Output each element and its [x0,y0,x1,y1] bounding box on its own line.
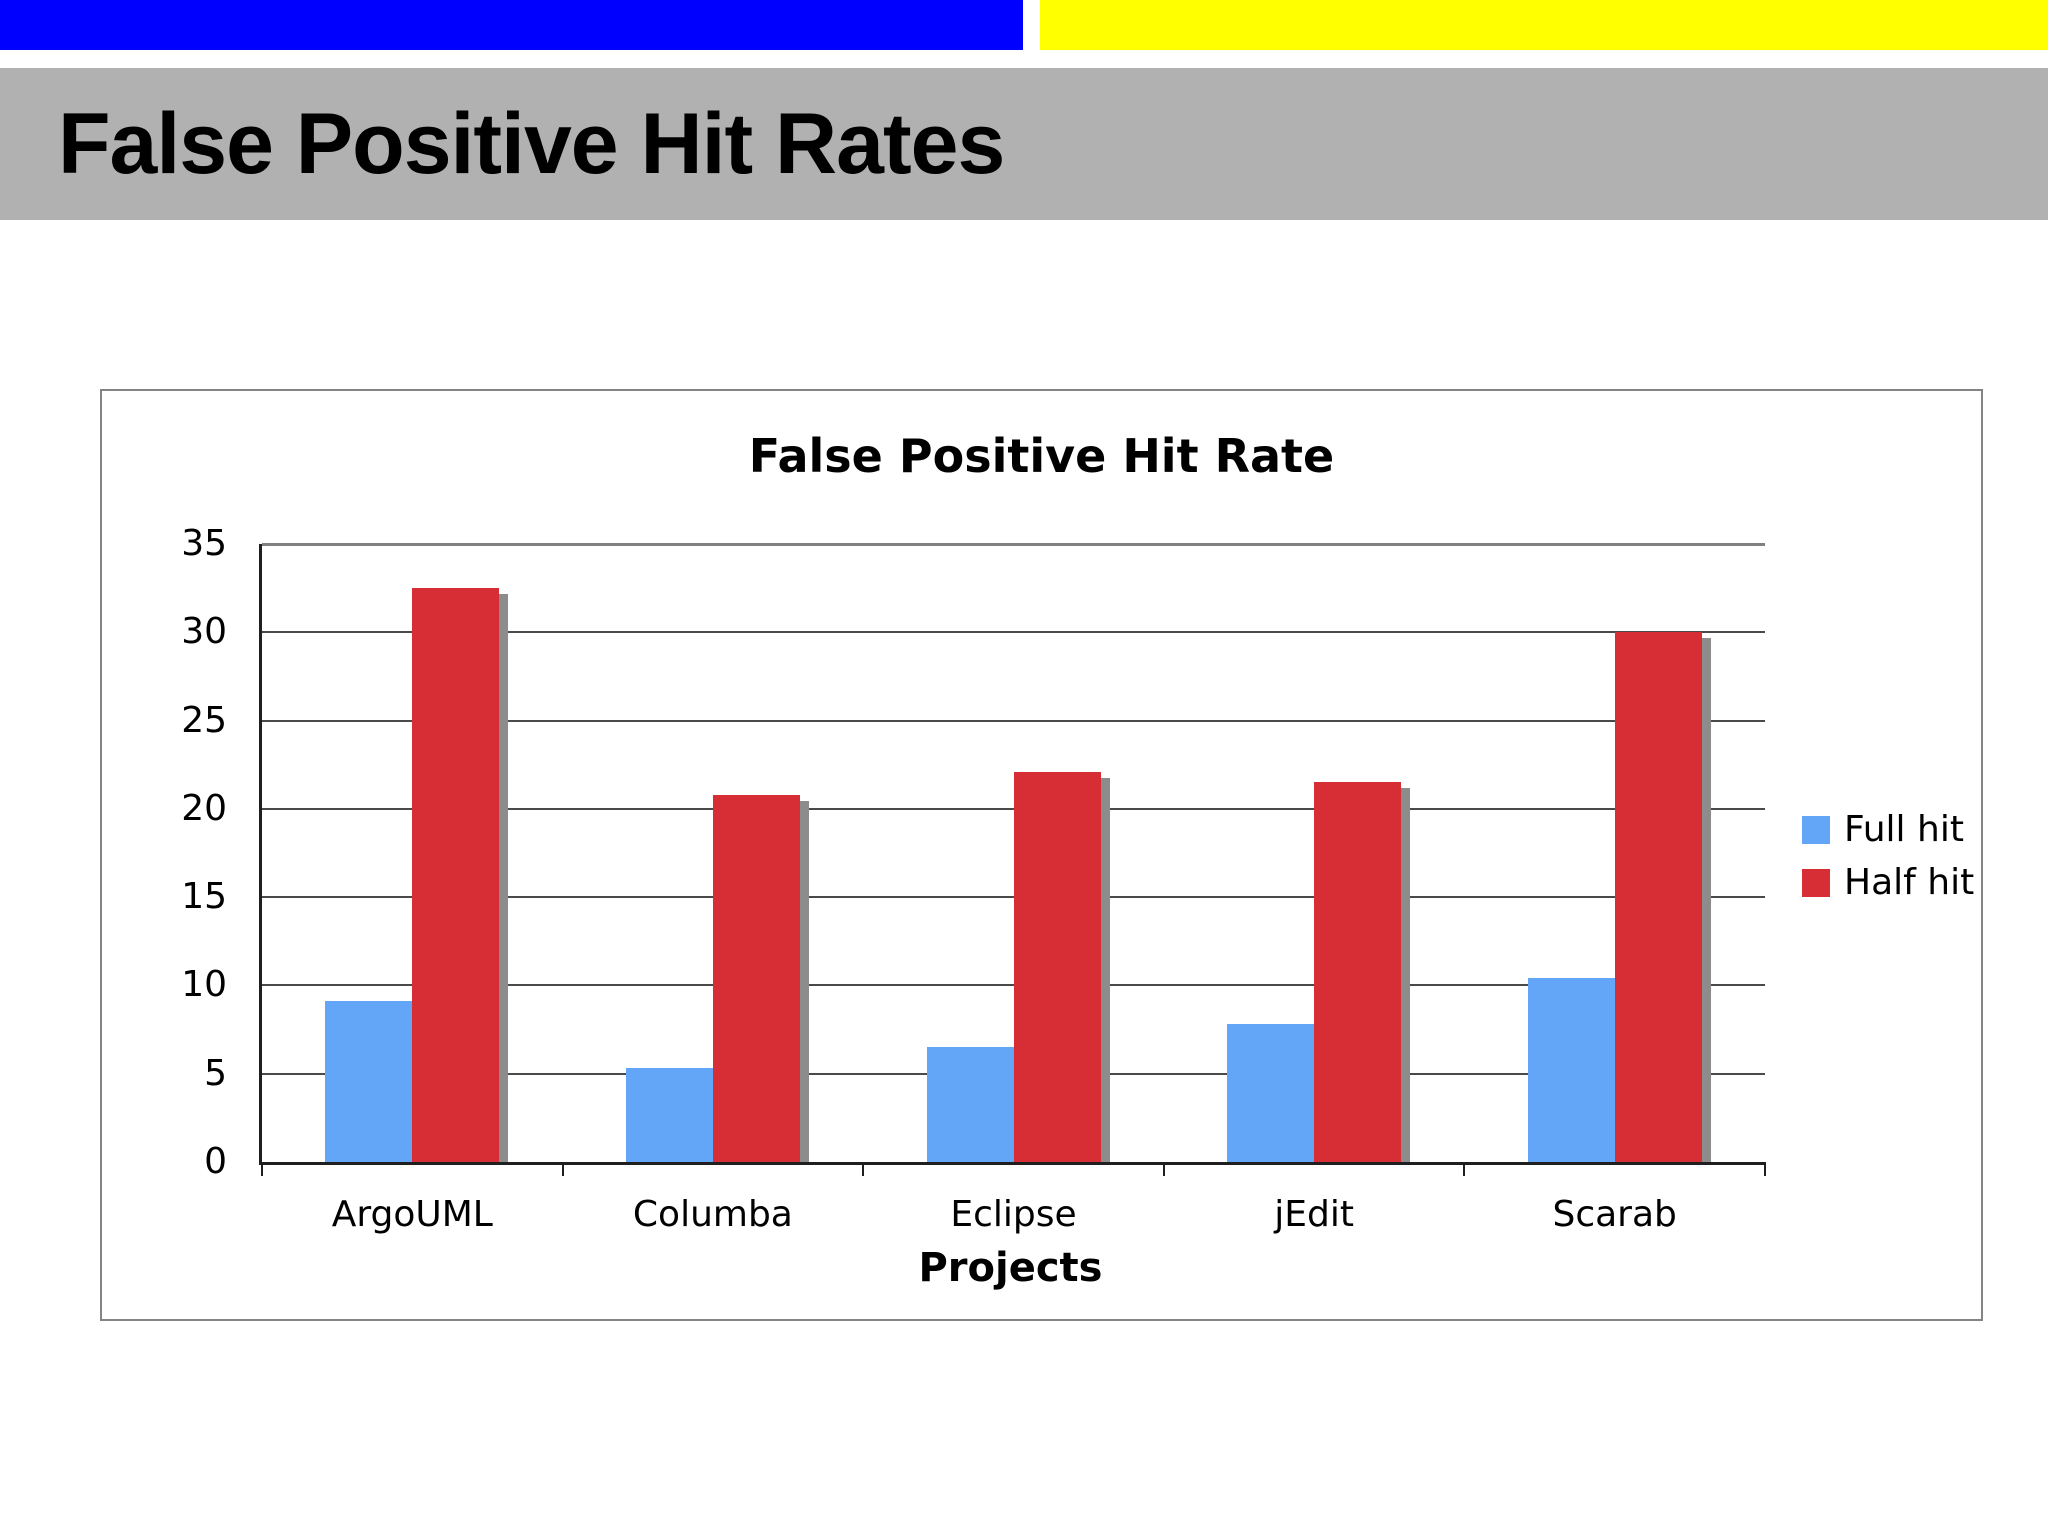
gridline [262,631,1765,634]
bar-half-hit-argouml [412,588,509,1162]
x-axis-tick [1162,1162,1165,1176]
legend: Full hit Half hit [1802,809,1974,915]
category-label-eclipse: Eclipse [950,1194,1077,1235]
legend-label: Full hit [1844,809,1964,850]
bar-half-hit-jedit [1314,782,1411,1162]
x-axis-tick [862,1162,865,1176]
category-label-columba: Columba [632,1194,793,1235]
plot-area: 0 5 10 15 20 25 30 35 ArgoUML Columba Eclipse jEdit… [181,524,1766,1235]
category-label-argouml: ArgoUML [331,1194,493,1235]
y-tick-label: 0 [204,1141,227,1182]
banner-blue [0,0,1023,50]
bar-half-hit-scarab [1614,632,1711,1162]
bar-shadow [1100,777,1110,1162]
chart-title: False Positive Hit Rate [748,429,1335,483]
legend-item-full-hit: Full hit [1802,809,1974,850]
bar-full-hit-scarab [1527,978,1624,1162]
bar-full-hit-columba [625,1068,722,1162]
y-tick-label: 5 [204,1052,227,1094]
banner-yellow [1040,0,2048,50]
bar-full-hit-jedit [1227,1024,1324,1162]
bar-shadow [1701,638,1711,1162]
bar-shadow [1401,788,1411,1162]
legend-swatch-full-hit [1802,815,1830,844]
legend-swatch-half-hit [1802,868,1830,897]
y-tick-label: 20 [181,787,227,829]
chart: False Positive Hit Rate 0 5 10 15 20 25 30 35 Ar… [100,389,1983,1321]
x-axis-tick [1463,1162,1466,1176]
bar-full-hit-eclipse [926,1047,1023,1162]
bar-full-hit-argouml [325,1001,422,1162]
y-tick-label: 15 [181,876,227,918]
gridline [262,543,1765,546]
x-axis-tick [1764,1162,1766,1176]
slide-title: False Positive Hit Rates [58,96,1005,192]
y-tick-label: 10 [181,964,227,1006]
bar-shadow [799,800,809,1162]
bar-half-hit-eclipse [1013,771,1110,1162]
bar-shadow [499,594,509,1162]
x-axis-tick [561,1162,564,1176]
gridline [262,719,1765,722]
category-label-jedit: jEdit [1274,1194,1354,1235]
category-label-scarab: Scarab [1552,1194,1677,1235]
x-axis-tick [261,1162,263,1176]
slide-title-bar: False Positive Hit Rates [0,68,2048,220]
bar-half-hit-columba [712,794,809,1162]
y-tick-label: 30 [181,611,227,653]
x-axis-title: Projects [918,1245,1103,1291]
y-tick-label: 35 [181,523,227,564]
legend-item-half-hit: Half hit [1802,862,1974,903]
legend-label: Half hit [1844,862,1975,903]
y-tick-label: 25 [181,699,227,741]
